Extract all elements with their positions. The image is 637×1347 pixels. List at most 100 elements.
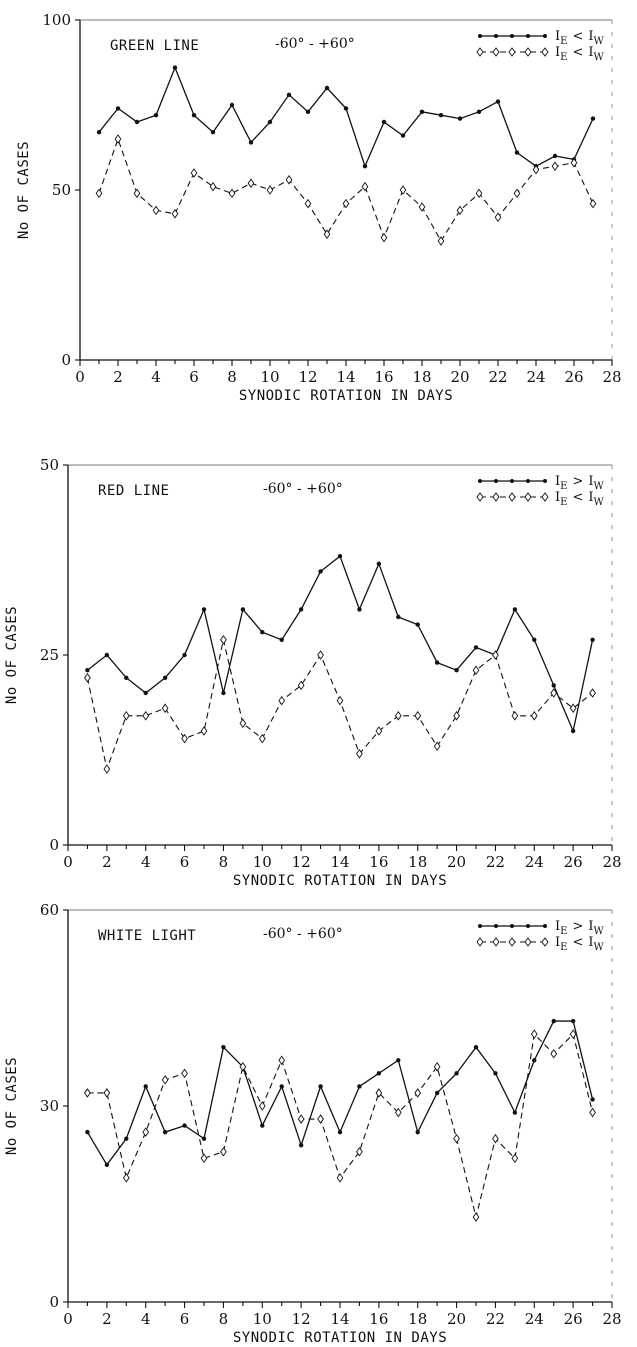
x-axis-title: SYNODIC ROTATION IN DAYS — [233, 1330, 447, 1346]
data-point — [279, 637, 284, 642]
data-point — [278, 695, 286, 706]
y-tick-label: 0 — [61, 351, 71, 369]
data-point — [323, 229, 331, 239]
legend-symbol: I — [555, 45, 560, 60]
legend-marker — [524, 47, 532, 57]
data-point — [200, 726, 208, 736]
legend-marker — [492, 937, 500, 947]
legend-symbol: < — [572, 45, 583, 60]
legend-marker — [526, 34, 530, 38]
data-point — [415, 622, 420, 627]
data-point — [336, 695, 344, 706]
legend-symbol: < — [572, 935, 583, 950]
data-point — [433, 741, 441, 751]
data-point — [532, 637, 537, 642]
data-point — [153, 113, 159, 118]
x-tick-label: 12 — [292, 853, 311, 871]
data-point — [532, 1058, 537, 1063]
data-point — [433, 1062, 441, 1072]
data-point — [240, 607, 246, 612]
x-tick-label: 16 — [369, 1310, 388, 1328]
legend-symbol: I — [588, 935, 593, 950]
data-point — [142, 1127, 150, 1137]
legend-marker — [524, 937, 532, 947]
data-point — [376, 561, 382, 566]
data-point — [258, 1101, 266, 1111]
x-tick-label: 28 — [602, 853, 621, 871]
data-point — [172, 65, 178, 70]
legend-subscript: W — [594, 497, 605, 508]
data-point — [418, 202, 426, 212]
data-point — [552, 153, 558, 159]
data-point — [551, 683, 556, 688]
data-point — [414, 711, 422, 721]
legend-marker — [510, 34, 514, 38]
data-point — [357, 607, 362, 612]
data-point — [415, 1129, 420, 1135]
data-point — [114, 134, 122, 144]
legend-marker — [543, 479, 547, 483]
x-tick-label: 18 — [412, 368, 431, 386]
data-point — [201, 607, 207, 612]
legend-marker — [508, 47, 516, 57]
x-tick-label: 6 — [180, 853, 190, 871]
legend-marker — [478, 479, 482, 483]
y-tick-label: 100 — [42, 11, 71, 29]
x-tick-label: 26 — [564, 1310, 583, 1328]
data-point — [84, 673, 91, 683]
legend-symbol: I — [555, 935, 560, 950]
legend-symbol: I — [588, 474, 593, 489]
data-point — [589, 1107, 596, 1118]
data-point — [453, 711, 460, 721]
chart-title: RED LINE — [98, 483, 169, 499]
y-axis-title: No OF CASES — [4, 606, 20, 704]
x-tick-label: 14 — [336, 368, 355, 386]
data-point — [162, 675, 168, 680]
data-point — [298, 1143, 304, 1148]
data-point — [103, 764, 111, 774]
data-point — [494, 212, 502, 222]
data-point — [220, 1146, 227, 1157]
data-point — [342, 198, 350, 209]
data-point — [356, 749, 363, 759]
chart-title: WHITE LIGHT — [98, 928, 196, 944]
data-point — [472, 1212, 480, 1222]
y-tick-label: 60 — [40, 901, 59, 919]
y-axis-title: No OF CASES — [4, 1057, 20, 1155]
y-tick-label: 50 — [40, 456, 59, 474]
legend-marker — [526, 479, 530, 483]
data-point — [512, 1110, 518, 1115]
x-tick-label: 2 — [113, 368, 123, 386]
data-point — [400, 133, 406, 138]
chart-subtitle: -60° - +60° — [275, 36, 355, 52]
data-point — [375, 1088, 383, 1098]
legend-subscript: E — [560, 36, 567, 47]
data-point — [399, 185, 407, 195]
chart-title: GREEN LINE — [110, 38, 199, 54]
data-point — [434, 660, 440, 665]
data-point — [475, 188, 483, 199]
data-point — [247, 178, 255, 188]
y-axis-title: No OF CASES — [16, 141, 32, 239]
data-point — [324, 85, 330, 91]
data-point — [266, 185, 274, 195]
x-tick-label: 22 — [488, 368, 507, 386]
legend-marker — [541, 47, 549, 57]
data-point — [551, 1018, 556, 1024]
x-tick-label: 4 — [141, 853, 151, 871]
x-tick-label: 18 — [408, 853, 427, 871]
data-point — [454, 1071, 459, 1076]
data-point — [305, 109, 311, 115]
y-tick-label: 50 — [52, 181, 71, 199]
x-tick-label: 10 — [253, 853, 272, 871]
data-point — [122, 1173, 130, 1183]
data-point — [122, 711, 130, 721]
data-point — [171, 209, 179, 219]
data-point — [514, 150, 520, 155]
legend-marker — [494, 479, 498, 483]
legend-marker — [476, 47, 484, 57]
data-point — [115, 106, 121, 111]
data-point — [492, 1133, 499, 1144]
legend-subscript: W — [594, 52, 605, 63]
